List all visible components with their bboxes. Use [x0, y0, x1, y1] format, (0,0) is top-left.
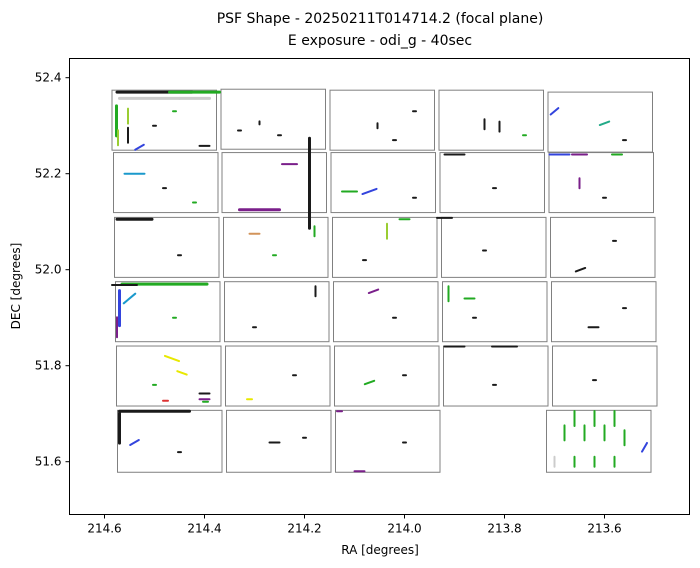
y-tick-label: 52.4 [35, 71, 62, 85]
ccd-outline-10 [548, 152, 654, 214]
x-axis-label: RA [degrees] [341, 543, 419, 557]
ccd-outline-18 [333, 281, 439, 343]
ccd-outline-16 [115, 281, 221, 343]
x-tick-label: 214.6 [87, 522, 121, 536]
x-tick-label: 214.4 [187, 522, 221, 536]
psf-segment-47 [163, 354, 181, 363]
ccd-outline-22 [225, 345, 331, 407]
ccd-outline-14 [441, 216, 547, 278]
ccd-outline-28 [335, 409, 441, 473]
ccd-outline-3 [329, 89, 435, 151]
plot-frame [69, 58, 690, 515]
x-tick-label: 214.2 [287, 522, 321, 536]
y-tick-label: 52.0 [35, 263, 62, 277]
psf-segment-34 [574, 266, 587, 273]
ccd-outline-21 [116, 345, 222, 407]
x-tick-label: 214.0 [387, 522, 421, 536]
ccd-outline-12 [223, 216, 329, 278]
psf-segment-9 [134, 143, 145, 151]
ccd-outline-5 [547, 91, 653, 153]
x-tick-label: 213.6 [587, 522, 621, 536]
psf-segment-39 [122, 292, 137, 305]
ccd-outline-20 [551, 281, 657, 343]
ccd-outline-27 [226, 409, 332, 473]
y-axis-label: DEC [degrees] [9, 243, 23, 330]
ccd-outline-17 [224, 281, 330, 343]
ccd-outline-2 [220, 88, 326, 150]
y-tick-label: 51.8 [35, 359, 62, 373]
chart-title-line-2: E exposure - odi_g - 40sec [288, 33, 472, 49]
ccd-outline-6 [113, 152, 219, 214]
ccd-outline-24 [443, 345, 549, 407]
ccd-outline-26 [117, 409, 223, 473]
psf-segment-72 [641, 441, 648, 453]
psf-segment-16 [598, 120, 611, 127]
y-axis-ticks: 51.6 51.8 52.0 52.2 52.4 [35, 71, 70, 469]
psf-segment-48 [176, 370, 188, 376]
ccd-outline-4 [438, 89, 544, 151]
psf-segments [111, 90, 648, 473]
ccd-outline-11 [114, 216, 220, 278]
x-tick-label: 213.8 [487, 522, 521, 536]
ccd-outline-15 [550, 216, 656, 278]
ccd-outline-9 [439, 152, 545, 214]
psf-segment-41 [367, 288, 380, 295]
ccd-outline-1 [111, 89, 217, 151]
psf-segment-21 [361, 187, 378, 196]
psf-segment-57 [129, 439, 140, 446]
x-axis-ticks: 214.6 214.4 214.2 214.0 213.8 213.6 [87, 514, 622, 536]
ccd-outline-25 [552, 345, 658, 407]
ccd-outlines [111, 88, 658, 473]
psf-segment-15 [549, 107, 560, 116]
psf-segment-54 [363, 379, 376, 386]
ccd-outline-8 [330, 152, 436, 214]
chart-title-line-1: PSF Shape - 20250211T014714.2 (focal pla… [217, 11, 544, 27]
ccd-outline-19 [442, 281, 548, 343]
ccd-outline-29 [546, 409, 652, 473]
ccd-outline-13 [332, 216, 438, 278]
y-tick-label: 51.6 [35, 455, 62, 469]
y-tick-label: 52.2 [35, 167, 62, 181]
ccd-outline-23 [334, 345, 440, 407]
ccd-outline-7 [221, 152, 327, 214]
